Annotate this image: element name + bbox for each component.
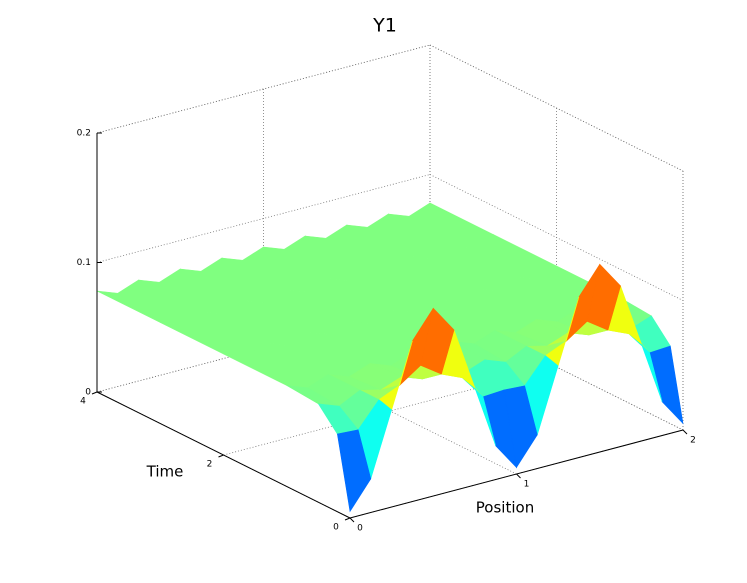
grid-line (429, 44, 684, 172)
x-tick-label: 2 (690, 436, 696, 446)
grid-line (223, 366, 557, 456)
surface (96, 202, 684, 513)
tick-mark (682, 429, 688, 435)
grid-line (96, 174, 431, 263)
y-axis-label: Time (146, 463, 184, 481)
x-tick-label: 1 (524, 480, 530, 490)
y-tick-label: 0 (333, 523, 339, 533)
grid-line (96, 303, 431, 393)
grid-line (429, 174, 684, 301)
z-tick-label: 0.1 (77, 258, 91, 268)
tick-mark (516, 473, 521, 479)
tick-mark (344, 517, 351, 521)
z-tick-label: 0 (85, 388, 91, 398)
grid-line (96, 44, 431, 134)
y-tick-label: 4 (80, 397, 86, 407)
chart-title: Y1 (372, 15, 397, 37)
surface-patch (649, 345, 684, 425)
surface-patch (337, 429, 372, 513)
tick-mark (218, 454, 224, 458)
tick-mark (91, 391, 98, 395)
x-tick-label: 0 (357, 524, 363, 534)
z-tick-label: 0.2 (77, 129, 91, 139)
tick-mark (349, 517, 355, 523)
x-axis-label: Position (476, 499, 534, 517)
y-tick-label: 2 (207, 460, 213, 470)
